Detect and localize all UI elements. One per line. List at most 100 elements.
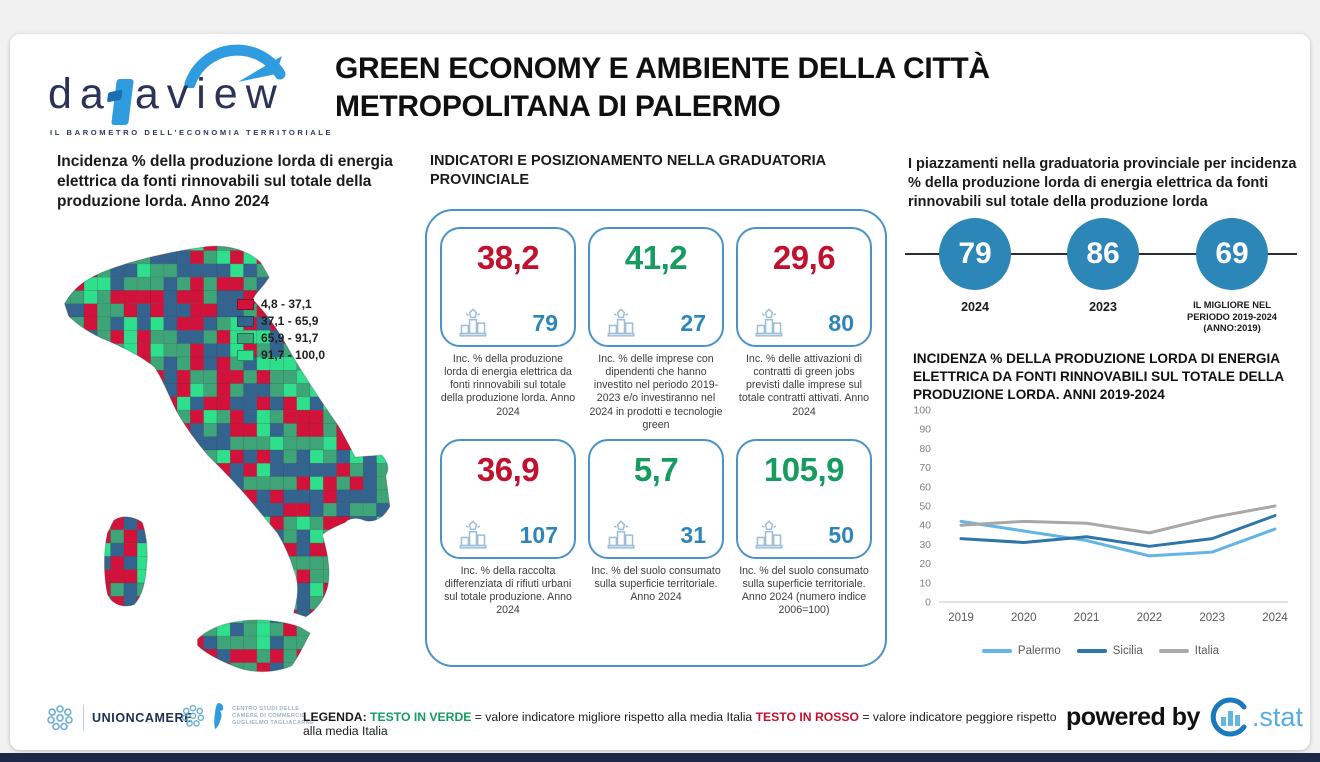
tagliacarne-icon [181, 704, 205, 727]
indicator-rank: 31 [680, 522, 706, 548]
map-legend-item: 91,7 - 100,0 [237, 348, 325, 362]
powered-by-logo: powered by .stat [1066, 697, 1303, 737]
tagliacarne-logo: CENTRO STUDI DELLE CAMERE DI COMMERCIO G… [180, 701, 314, 731]
svg-text:10: 10 [919, 577, 931, 589]
svg-text:2023: 2023 [1199, 612, 1225, 624]
palermo-line-swatch [981, 649, 1012, 653]
svg-text:100: 100 [913, 405, 931, 417]
stat-label: .stat [1251, 701, 1303, 732]
indicator-caption: Inc. % delle attivazioni di contratti di… [738, 353, 870, 418]
legend-item-palermo: Palermo [981, 645, 1061, 657]
line-chart: 0 10 20 30 40 50 60 70 80 90 100 2019 2020 2021 2022 20… [903, 402, 1298, 637]
svg-text:40: 40 [919, 520, 931, 532]
svg-text:30: 30 [919, 539, 931, 551]
dataview-logo: da aview IL BAROMETRO DELL'ECONOMIA TERRI… [48, 44, 331, 140]
map-legend-item: 65,9 - 91,7 [237, 331, 325, 345]
indicators-title: INDICATORI E POSIZIONAMENTO NELLA GRADUA… [430, 153, 826, 188]
indicator-value: 38,2 [476, 239, 540, 276]
italia-line-swatch [1158, 649, 1189, 653]
map-legend: 4,8 - 37,1 37,1 - 65,9 65,9 - 91,7 91,7 … [237, 297, 325, 362]
indicator-value: 36,9 [476, 451, 540, 488]
unioncamere-label: UNIONCAMERE [92, 711, 194, 725]
footer-legend: LEGENDA: TESTO IN VERDE = valore indicat… [303, 710, 1065, 738]
podium-icon [607, 520, 635, 549]
legend-green-term: TESTO IN VERDE [370, 710, 472, 724]
rank-circle-2024: 79 [939, 218, 1011, 290]
podium-icon [459, 520, 487, 549]
indicator-cell: 38,2 79 Inc. % della produzione lorda di… [440, 227, 576, 437]
indicator-caption: Inc. % del suolo consumato sulla superfi… [591, 565, 721, 604]
indicators-panel: 38,2 79 Inc. % della produzione lorda di… [425, 209, 887, 667]
italy-choropleth-map [40, 224, 396, 674]
podium-icon [755, 308, 783, 337]
rank-label-2023: 2023 [1089, 300, 1117, 314]
unioncamere-logo: UNIONCAMERE [45, 703, 193, 733]
rank-label-2024: 2024 [961, 300, 989, 314]
indicator-caption: Inc. % delle imprese con dipendenti che … [589, 353, 723, 431]
indicator-cell: 5,7 31 Inc. % del suolo consumato sulla … [588, 439, 724, 649]
logo-t-glyph [111, 79, 134, 125]
legend-label: LEGENDA: [303, 710, 367, 724]
svg-text:2021: 2021 [1074, 612, 1100, 624]
legend-swatch-brightgreen [237, 349, 254, 361]
indicator-card: 5,7 31 [588, 439, 724, 559]
indicator-card: 41,2 27 [588, 227, 724, 347]
page-title: GREEN ECONOMY E AMBIENTE DELLA CITTÀ MET… [335, 52, 990, 124]
indicator-card: 36,9 107 [440, 439, 576, 559]
indicator-rank: 50 [828, 522, 854, 548]
indicator-caption: Inc. % della raccolta differenziata di r… [444, 565, 572, 617]
podium-icon [755, 520, 783, 549]
indicator-caption: Inc. % del suolo consumato sulla superfi… [739, 565, 869, 617]
indicator-card: 38,2 79 [440, 227, 576, 347]
tagliacarne-f-icon [214, 703, 224, 729]
logo-wordmark: da aview [48, 70, 285, 125]
cstat-icon [1210, 697, 1247, 737]
legend-swatch-blue [237, 315, 254, 327]
indicator-card: 29,6 80 [736, 227, 872, 347]
svg-text:90: 90 [919, 424, 931, 436]
rankings-title: I piazzamenti nella graduatoria provinci… [908, 156, 1297, 210]
bottom-bar [0, 753, 1320, 762]
speedometer-icon [184, 44, 286, 88]
chart-title: INCIDENZA % DELLA PRODUZIONE LORDA DI EN… [913, 351, 1284, 402]
indicator-rank: 80 [828, 310, 854, 336]
rank-label-best: IL MIGLIORE NEL PERIODO 2019-2024 (ANNO:… [1187, 300, 1277, 334]
line-chart-svg: 0 10 20 30 40 50 60 70 80 90 100 2019 2020 2021 2022 20… [913, 405, 1288, 625]
indicator-value: 29,6 [772, 239, 836, 276]
legend-green-desc: = valore indicatore migliore rispetto al… [474, 710, 753, 724]
indicator-card: 105,9 50 [736, 439, 872, 559]
indicator-rank: 79 [532, 310, 558, 336]
svg-text:2019: 2019 [948, 612, 974, 624]
legend-red-term: TESTO IN ROSSO [755, 710, 859, 724]
podium-icon [607, 308, 635, 337]
legend-item-sicilia: Sicilia [1076, 645, 1143, 657]
indicator-cell: 41,2 27 Inc. % delle imprese con dipende… [588, 227, 724, 437]
svg-text:50: 50 [919, 501, 931, 513]
unioncamere-icon [47, 705, 73, 731]
indicator-cell: 29,6 80 Inc. % delle attivazioni di cont… [736, 227, 872, 437]
indicator-rank: 107 [519, 522, 558, 548]
chart-legend: Palermo Sicilia Italia [903, 645, 1298, 657]
legend-item-italia: Italia [1158, 645, 1219, 657]
map-title: Incidenza % della produzione lorda di en… [57, 153, 393, 211]
svg-text:2020: 2020 [1011, 612, 1037, 624]
italy-map-svg [64, 245, 391, 673]
legend-swatch-red [237, 298, 254, 310]
indicator-value: 5,7 [633, 451, 679, 488]
rankings-timeline: 79 86 69 2024 2023 IL MIGLIORE NEL PERIO… [905, 216, 1297, 348]
indicator-rank: 27 [680, 310, 706, 336]
indicator-value: 41,2 [624, 239, 688, 276]
svg-text:2024: 2024 [1262, 612, 1288, 624]
svg-text:20: 20 [919, 558, 931, 570]
rank-circle-2023: 86 [1067, 218, 1139, 290]
legend-swatch-green [237, 332, 254, 344]
svg-text:80: 80 [919, 443, 931, 455]
divider [83, 705, 84, 731]
indicator-cell: 105,9 50 Inc. % del suolo consumato sull… [736, 439, 872, 649]
indicator-cell: 36,9 107 Inc. % della raccolta differenz… [440, 439, 576, 649]
map-legend-item: 37,1 - 65,9 [237, 314, 325, 328]
podium-icon [459, 308, 487, 337]
svg-text:2022: 2022 [1137, 612, 1163, 624]
svg-text:0: 0 [925, 597, 931, 609]
svg-text:70: 70 [919, 462, 931, 474]
